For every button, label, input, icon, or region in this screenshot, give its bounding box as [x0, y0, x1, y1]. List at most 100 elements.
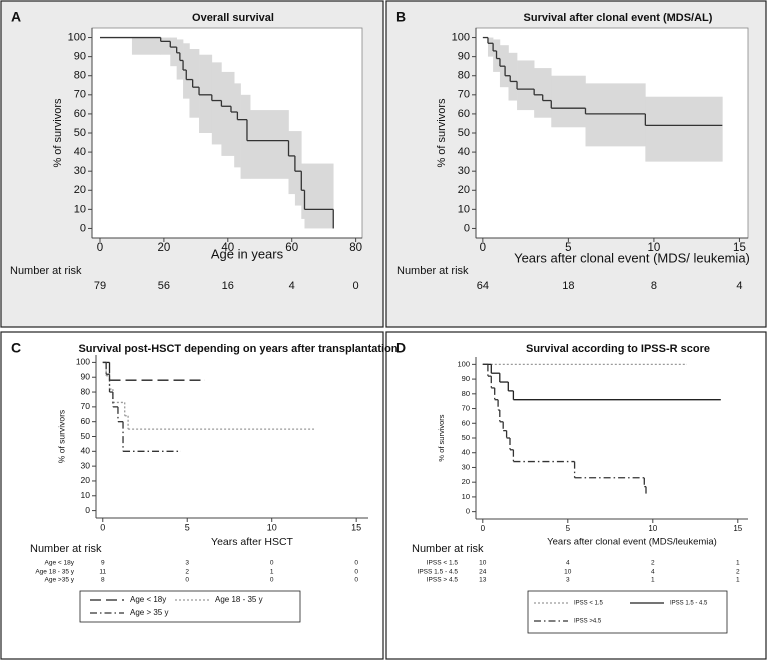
y-tick-label: 20	[462, 477, 470, 486]
y-tick-label: 100	[452, 31, 470, 43]
legend-box	[79, 590, 301, 623]
confidence-band	[170, 37, 177, 67]
panel-letter: C	[11, 340, 21, 356]
confidence-band	[551, 75, 586, 128]
y-tick-label: 80	[74, 70, 86, 82]
risk-count: 10	[564, 569, 572, 576]
y-tick-label: 70	[458, 89, 470, 101]
risk-count: 8	[101, 577, 105, 584]
x-axis-label: Years after HSCT	[211, 536, 293, 548]
y-axis-label: % of survivors	[52, 98, 64, 168]
legend-label: Age > 35 y	[130, 608, 168, 617]
panel-border	[0, 0, 384, 328]
risk-count: 0	[354, 577, 358, 584]
chart-title: Survival after clonal event (MDS/AL)	[524, 12, 713, 24]
confidence-band	[301, 163, 305, 219]
x-axis-label: Years after clonal event (MDS/leukemia)	[547, 537, 717, 548]
panel-border	[385, 0, 767, 328]
y-tick-label: 10	[81, 490, 91, 500]
risk-count: 0	[353, 280, 359, 292]
confidence-band	[294, 131, 302, 206]
y-tick-label: 60	[74, 108, 86, 120]
y-tick-label: 50	[462, 433, 470, 442]
y-tick-label: 90	[74, 51, 86, 63]
risk-count: 1	[270, 569, 274, 576]
panel-letter: D	[396, 340, 406, 356]
y-tick-label: 40	[74, 146, 86, 158]
risk-count: 1	[736, 560, 740, 567]
y-tick-label: 0	[466, 507, 470, 516]
chart-title: Overall survival	[192, 12, 274, 24]
x-tick-label: 10	[648, 524, 657, 533]
y-tick-label: 70	[462, 404, 470, 413]
confidence-band	[221, 71, 235, 156]
risk-count: 18	[562, 280, 574, 292]
y-tick-label: 0	[464, 222, 470, 234]
y-tick-label: 20	[74, 184, 86, 196]
confidence-band	[189, 49, 200, 118]
y-tick-label: 80	[462, 389, 470, 398]
confidence-band	[250, 110, 289, 179]
risk-count: 24	[479, 569, 487, 576]
risk-row-label: Age >35 y	[45, 577, 75, 584]
legend-box	[527, 590, 728, 634]
legend-label: IPSS 1.5 - 4.5	[670, 601, 708, 607]
y-tick-label: 0	[80, 222, 86, 234]
risk-count: 0	[270, 560, 274, 567]
confidence-band	[645, 96, 723, 162]
x-axis-label: Age in years	[211, 246, 284, 261]
y-tick-label: 90	[81, 371, 91, 381]
y-tick-label: 100	[457, 359, 470, 368]
risk-count: 16	[222, 280, 234, 292]
y-axis-label: % of survivors	[436, 98, 448, 168]
legend-label: IPSS < 1.5	[574, 601, 604, 607]
y-tick-label: 80	[458, 70, 470, 82]
x-tick-label: 0	[100, 522, 105, 532]
y-tick-label: 90	[462, 374, 470, 383]
y-tick-label: 40	[458, 146, 470, 158]
risk-table-title: Number at risk	[412, 543, 484, 555]
risk-count: 4	[566, 560, 570, 567]
risk-count: 4	[651, 569, 655, 576]
y-tick-label: 30	[81, 460, 91, 470]
risk-count: 64	[477, 280, 489, 292]
y-axis-label: % of survivors	[437, 414, 446, 461]
risk-count: 0	[354, 569, 358, 576]
y-tick-label: 50	[81, 431, 91, 441]
panel-border	[0, 331, 384, 660]
x-tick-label: 5	[566, 524, 571, 533]
x-tick-label: 0	[480, 242, 486, 254]
y-tick-label: 70	[81, 401, 91, 411]
y-tick-label: 20	[81, 475, 91, 485]
risk-row-label: Age < 18y	[45, 560, 75, 567]
panel-border	[385, 331, 767, 660]
risk-row-label: Age 18 - 35 y	[35, 569, 74, 576]
y-tick-label: 100	[76, 357, 90, 367]
risk-count: 1	[651, 577, 655, 584]
risk-count: 10	[479, 560, 487, 567]
x-tick-label: 15	[733, 242, 746, 254]
risk-count: 56	[158, 280, 170, 292]
x-tick-label: 80	[349, 242, 362, 254]
risk-count: 8	[651, 280, 657, 292]
x-tick-label: 5	[565, 242, 571, 254]
y-tick-label: 100	[68, 31, 86, 43]
risk-count: 4	[289, 280, 295, 292]
x-tick-label: 0	[481, 524, 486, 533]
x-axis-label: Years after clonal event (MDS/ leukemia)	[514, 250, 750, 265]
confidence-band	[304, 163, 334, 229]
legend-label: Age 18 - 35 y	[215, 595, 263, 604]
confidence-band	[240, 94, 251, 179]
risk-count: 9	[101, 560, 105, 567]
y-tick-label: 50	[458, 127, 470, 139]
y-tick-label: 30	[74, 165, 86, 177]
confidence-band	[288, 131, 296, 195]
x-tick-label: 40	[221, 242, 234, 254]
y-tick-label: 40	[462, 448, 470, 457]
risk-count: 4	[736, 280, 742, 292]
legend-label: IPSS >4.5	[574, 619, 602, 625]
y-tick-label: 50	[74, 127, 86, 139]
risk-row-label: IPSS 1.5 - 4.5	[418, 569, 459, 576]
y-tick-label: 0	[85, 505, 90, 515]
risk-row-label: IPSS > 4.5	[427, 577, 459, 584]
